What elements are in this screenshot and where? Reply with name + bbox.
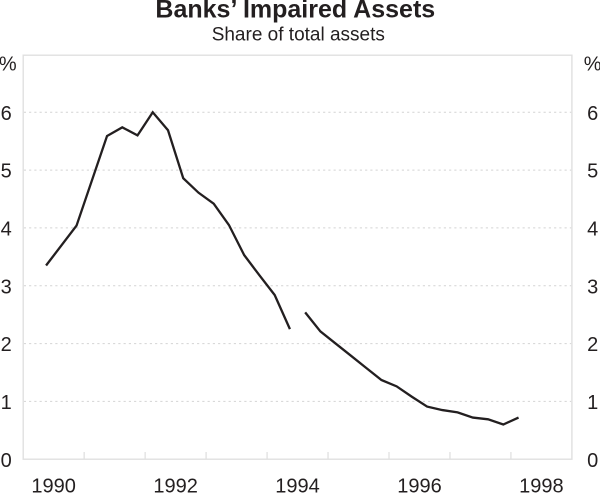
svg-text:1: 1	[587, 392, 598, 414]
svg-text:1994: 1994	[275, 475, 320, 493]
svg-text:1: 1	[1, 392, 12, 414]
svg-text:3: 3	[587, 276, 598, 298]
svg-text:6: 6	[1, 103, 12, 125]
svg-text:Share of total assets: Share of total assets	[212, 25, 385, 46]
svg-text:6: 6	[587, 103, 598, 125]
svg-text:4: 4	[1, 219, 12, 241]
svg-text:0: 0	[1, 450, 12, 472]
svg-text:1992: 1992	[153, 475, 198, 493]
svg-text:2: 2	[1, 334, 12, 356]
svg-text:2: 2	[587, 334, 598, 356]
svg-text:%: %	[0, 53, 17, 75]
svg-text:0: 0	[587, 450, 598, 472]
svg-text:5: 5	[1, 161, 12, 183]
svg-text:3: 3	[1, 276, 12, 298]
svg-text:1990: 1990	[31, 475, 76, 493]
svg-text:1996: 1996	[397, 475, 442, 493]
svg-text:5: 5	[587, 161, 598, 183]
svg-text:4: 4	[587, 219, 598, 241]
svg-text:%: %	[584, 53, 600, 75]
svg-text:1998: 1998	[519, 475, 564, 493]
svg-text:Banks’ Impaired Assets: Banks’ Impaired Assets	[155, 0, 435, 24]
